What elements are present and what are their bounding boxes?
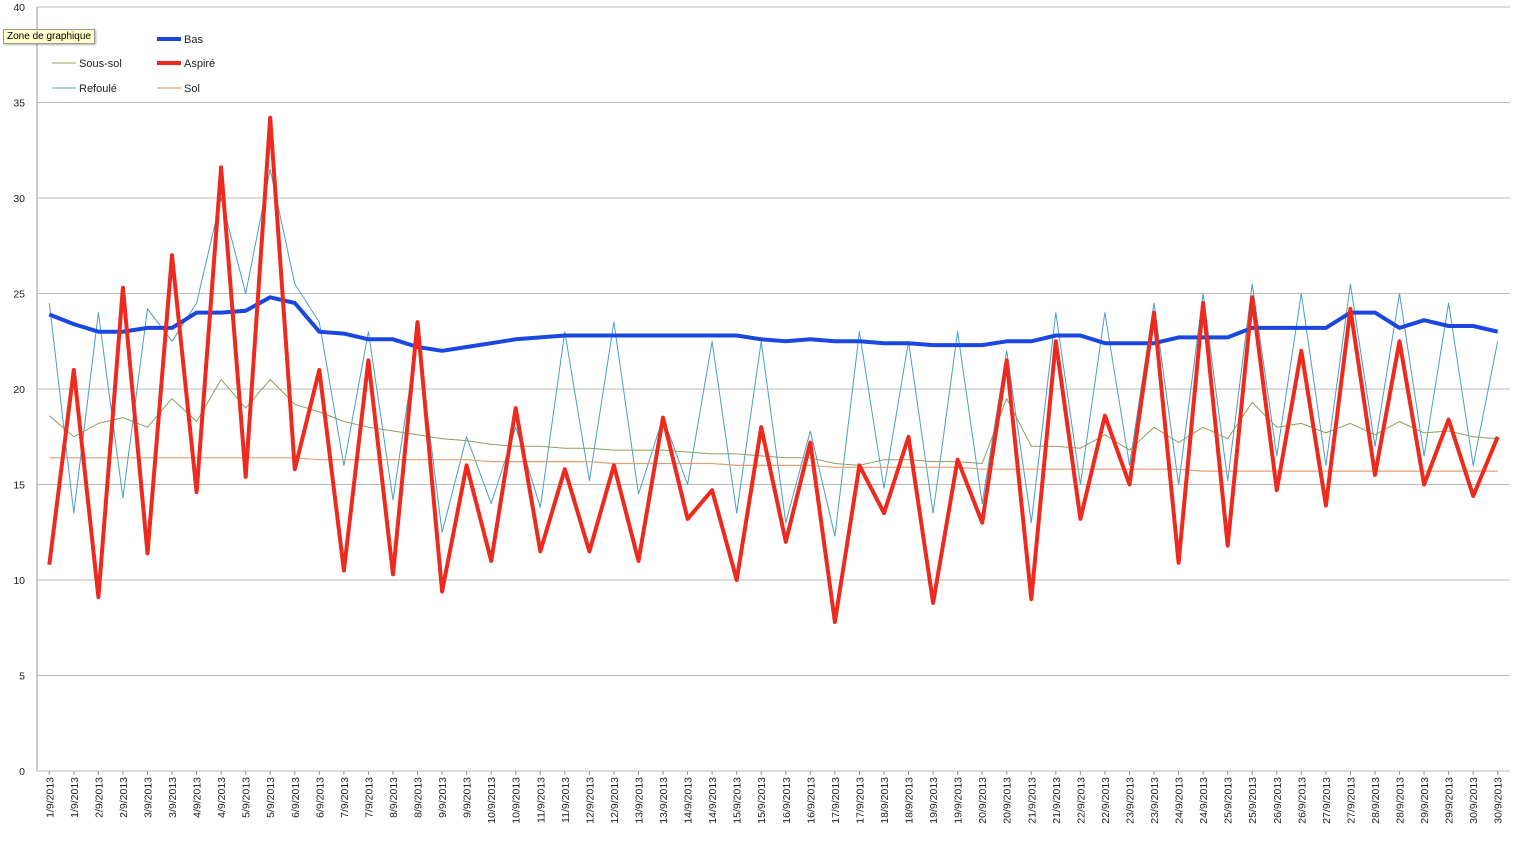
x-tick-label: 18/9/2013 — [879, 777, 891, 824]
x-tick-label: 11/9/2013 — [560, 777, 572, 823]
x-tick-label: 6/9/2013 — [314, 777, 326, 818]
x-tick-label: 1/9/2013 — [69, 777, 81, 818]
x-tick-label: 3/9/2013 — [142, 777, 154, 818]
series-line — [48, 379, 1498, 466]
x-tick-label: 22/9/2013 — [1075, 777, 1087, 824]
y-tick-label: 15 — [13, 480, 25, 492]
x-tick-label: 17/9/2013 — [830, 777, 842, 824]
y-tick-label: 0 — [19, 766, 25, 778]
x-tick-label: 30/9/2013 — [1493, 777, 1505, 824]
x-tick-label: 30/9/2013 — [1468, 777, 1480, 824]
y-tick-label: 5 — [19, 671, 25, 683]
legend-label: Bas — [184, 34, 203, 46]
x-tick-label: 25/9/2013 — [1247, 777, 1259, 824]
x-tick-label: 7/9/2013 — [339, 777, 351, 818]
legend-label: Refoulé — [79, 83, 117, 95]
x-tick-label: 14/9/2013 — [707, 777, 719, 824]
x-tick-label: 19/9/2013 — [953, 777, 965, 824]
x-tick-label: 18/9/2013 — [904, 777, 916, 824]
x-tick-label: 27/9/2013 — [1321, 777, 1333, 824]
x-tick-label: 27/9/2013 — [1345, 777, 1357, 824]
x-tick-label: 22/9/2013 — [1100, 777, 1112, 824]
x-tick-label: 2/9/2013 — [93, 777, 105, 818]
x-tick-label: 5/9/2013 — [265, 777, 277, 818]
x-tick-label: 5/9/2013 — [241, 777, 253, 818]
x-tick-label: 21/9/2013 — [1051, 777, 1063, 824]
x-tick-label: 10/9/2013 — [511, 777, 523, 824]
x-tick-label: 29/9/2013 — [1419, 777, 1431, 824]
x-tick-label: 13/9/2013 — [658, 777, 670, 824]
x-tick-label: 28/9/2013 — [1370, 777, 1382, 824]
x-tick-label: 9/9/2013 — [437, 777, 449, 818]
series-line — [48, 168, 1499, 537]
x-tick-label: 11/9/2013 — [535, 777, 547, 823]
x-tick-label: 12/9/2013 — [609, 777, 621, 824]
x-tick-label: 29/9/2013 — [1444, 777, 1456, 824]
series-line — [49, 457, 1498, 472]
x-tick-label: 4/9/2013 — [192, 777, 204, 818]
series-line — [48, 295, 1499, 353]
x-tick-label: 19/9/2013 — [928, 777, 940, 824]
x-tick-label: 23/9/2013 — [1149, 777, 1161, 824]
x-tick-label: 26/9/2013 — [1272, 777, 1284, 824]
x-tick-label: 4/9/2013 — [216, 777, 228, 818]
x-tick-label: 16/9/2013 — [805, 777, 817, 824]
x-tick-label: 20/9/2013 — [1002, 777, 1014, 824]
y-tick-label: 40 — [13, 2, 25, 14]
x-tick-label: 7/9/2013 — [363, 777, 375, 818]
x-tick-label: 24/9/2013 — [1174, 777, 1186, 824]
x-tick-label: 24/9/2013 — [1198, 777, 1210, 824]
series-line — [47, 115, 1500, 624]
y-tick-label: 25 — [13, 289, 25, 301]
x-tick-label: 15/9/2013 — [756, 777, 768, 824]
x-tick-label: 6/9/2013 — [290, 777, 302, 818]
x-tick-label: 9/9/2013 — [462, 777, 474, 818]
x-tick-label: 20/9/2013 — [977, 777, 989, 824]
legend-label: Sous-sol — [79, 58, 122, 70]
x-tick-label: 23/9/2013 — [1124, 777, 1136, 824]
legend-label: Aspiré — [184, 58, 215, 70]
x-tick-label: 3/9/2013 — [167, 777, 179, 818]
y-tick-label: 30 — [13, 193, 25, 205]
x-tick-label: 8/9/2013 — [413, 777, 425, 818]
x-tick-label: 16/9/2013 — [781, 777, 793, 824]
x-tick-label: 2/9/2013 — [118, 777, 130, 818]
x-tick-label: 15/9/2013 — [732, 777, 744, 824]
x-tick-label: 25/9/2013 — [1223, 777, 1235, 824]
x-tick-label: 12/9/2013 — [584, 777, 596, 824]
x-tick-label: 17/9/2013 — [854, 777, 866, 824]
x-tick-label: 10/9/2013 — [486, 777, 498, 824]
y-tick-label: 20 — [13, 384, 25, 396]
legend-label: Sol — [184, 83, 200, 95]
y-tick-label: 35 — [13, 98, 25, 110]
x-tick-label: 13/9/2013 — [633, 777, 645, 824]
tooltip: Zone de graphique — [3, 29, 95, 44]
x-tick-label: 21/9/2013 — [1026, 777, 1038, 824]
x-tick-label: 8/9/2013 — [388, 777, 400, 818]
x-tick-label: 26/9/2013 — [1296, 777, 1308, 824]
x-tick-label: 14/9/2013 — [683, 777, 695, 824]
x-tick-label: 1/9/2013 — [44, 777, 56, 818]
y-tick-label: 10 — [13, 575, 25, 587]
x-tick-label: 28/9/2013 — [1395, 777, 1407, 824]
